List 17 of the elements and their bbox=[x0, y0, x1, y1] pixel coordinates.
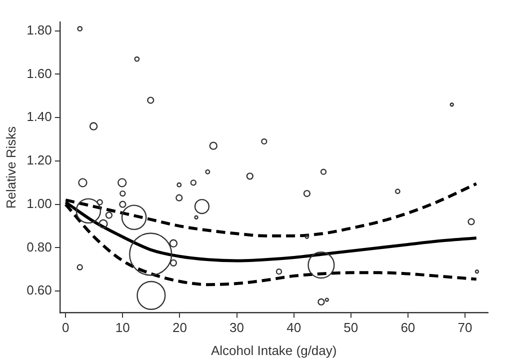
x-tick-label: 30 bbox=[230, 320, 244, 336]
y-tick-label: 1.60 bbox=[26, 66, 52, 81]
x-tick-label: 10 bbox=[115, 320, 130, 336]
y-axis-title: Relative Risks bbox=[3, 126, 18, 209]
x-tick-label: 20 bbox=[172, 320, 187, 336]
y-tick-label: 1.20 bbox=[26, 152, 52, 168]
x-tick-label: 60 bbox=[400, 320, 416, 336]
y-tick-label: 1.00 bbox=[26, 196, 52, 211]
x-tick-label: 0 bbox=[62, 320, 70, 336]
x-tick-label: 40 bbox=[286, 320, 302, 336]
y-tick-label: 1.40 bbox=[26, 109, 52, 124]
x-tick-label: 70 bbox=[458, 320, 472, 336]
y-tick-label: 0.80 bbox=[26, 239, 52, 254]
x-tick-label: 50 bbox=[344, 320, 358, 336]
x-axis-title: Alcohol Intake (g/day) bbox=[210, 342, 337, 358]
y-tick-label: 0.60 bbox=[26, 282, 52, 298]
y-tick-label: 1.80 bbox=[26, 22, 52, 38]
